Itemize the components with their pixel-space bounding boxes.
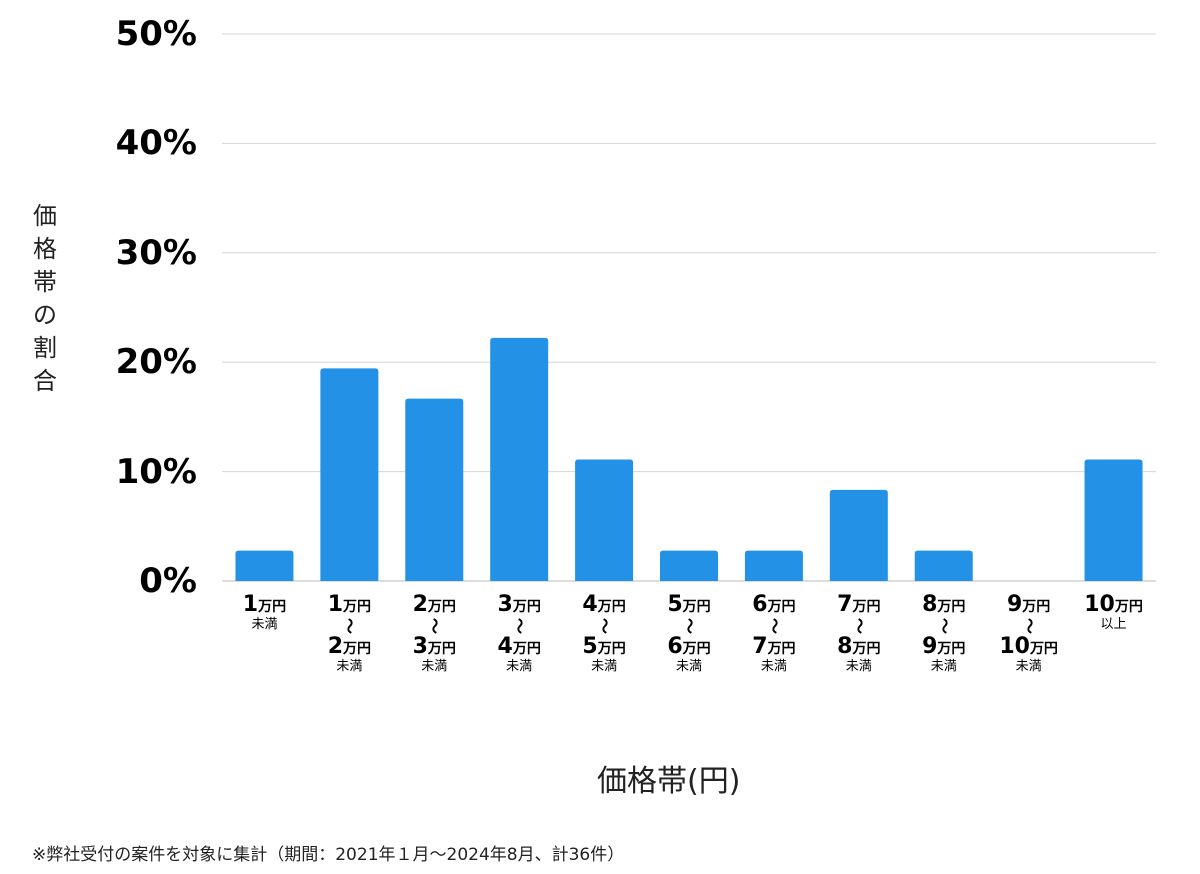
bar (405, 398, 464, 581)
bar (320, 368, 379, 581)
y-tick-label: 30% (115, 232, 197, 273)
bar (235, 550, 294, 581)
x-tick-label: 4万円〜 5万円 未満 (582, 592, 626, 674)
x-tick-label: 5万円〜 6万円 未満 (667, 592, 711, 674)
x-tick-label: 3万円〜 4万円 未満 (497, 592, 541, 674)
x-tick-label: 10万円 以上 (1084, 592, 1143, 632)
bar (744, 550, 803, 581)
x-tick-label: 1万円 未満 (242, 592, 287, 632)
y-tick-label: 0% (139, 561, 197, 601)
x-tick-label: 6万円〜 7万円 未満 (752, 592, 796, 674)
x-axis-label: 価格帯(円) (597, 764, 741, 799)
y-tick-label: 10% (115, 451, 197, 492)
bar (1084, 459, 1143, 581)
bar (575, 459, 634, 581)
x-tick-label: 9万円〜 10万円 未満 (999, 592, 1058, 674)
x-tick-label: 8万円〜 9万円 未満 (922, 592, 966, 674)
y-axis-label: 価格帯の割合 (33, 202, 57, 395)
bar (914, 550, 973, 581)
y-tick-label: 20% (115, 342, 197, 383)
footnote: ※弊社受付の案件を対象に集計（期間：2021年１月〜2024年8月、計36件） (32, 845, 625, 865)
bar (490, 337, 549, 581)
x-tick-label: 1万円〜 2万円 未満 (327, 592, 372, 674)
y-tick-label: 50% (115, 14, 197, 54)
x-tick-label: 2万円〜 3万円 未満 (412, 592, 456, 674)
bar (829, 489, 888, 581)
x-tick-label: 7万円〜 8万円 未満 (837, 592, 881, 674)
bar (660, 550, 718, 581)
y-tick-label: 40% (115, 123, 197, 164)
